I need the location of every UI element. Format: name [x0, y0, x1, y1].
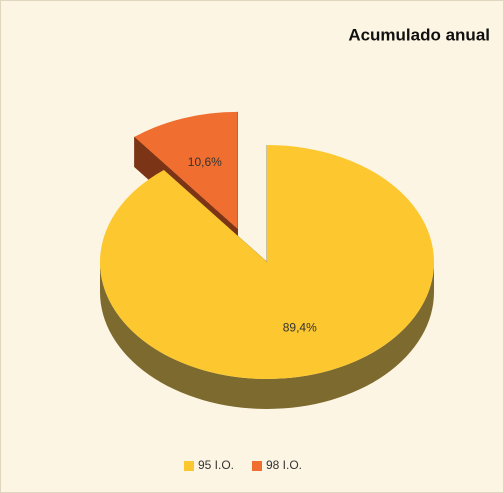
slice — [134, 111, 238, 229]
slice — [99, 145, 434, 380]
legend-swatch — [184, 461, 194, 471]
slice-side — [100, 262, 434, 409]
legend-swatch — [252, 461, 262, 471]
legend-label: 98 I.O. — [266, 458, 302, 472]
data-label: 10,6% — [188, 155, 222, 169]
data-label: 89,4% — [283, 321, 317, 335]
legend-label: 95 I.O. — [198, 458, 234, 472]
chart-title: Acumulado anual — [348, 25, 490, 44]
